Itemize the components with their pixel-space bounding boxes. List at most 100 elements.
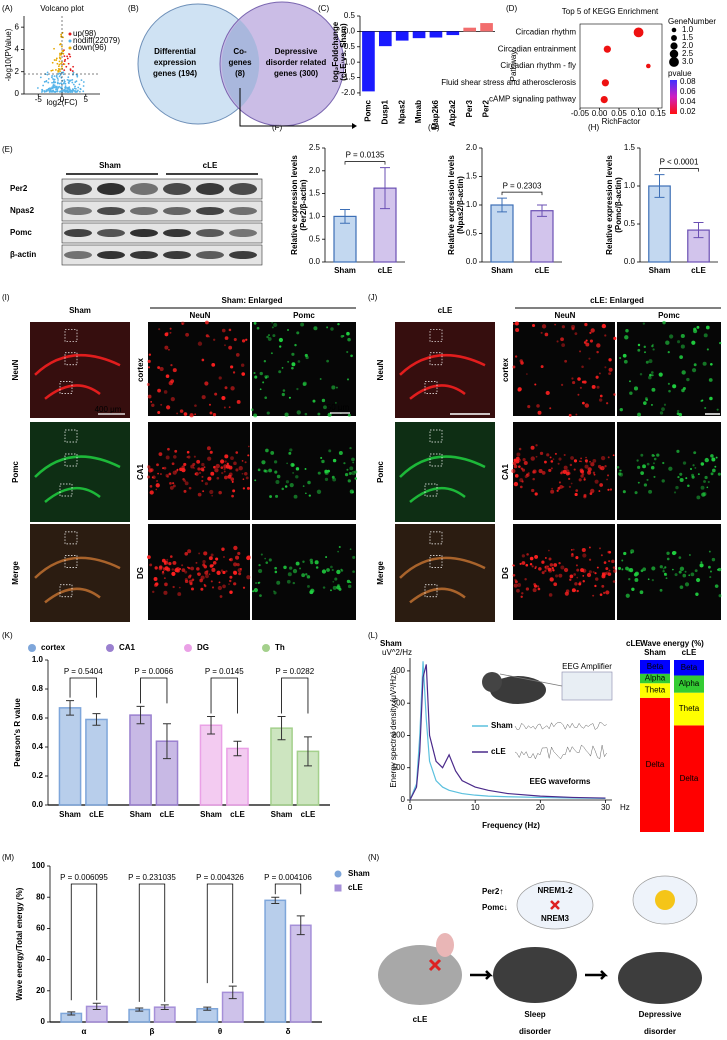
cell <box>535 455 538 458</box>
cell <box>156 480 159 483</box>
cell <box>264 375 267 378</box>
cell <box>662 567 665 570</box>
panel-label: (M) <box>2 853 14 862</box>
annotation: EEG Amplifier <box>562 662 612 671</box>
point <box>58 56 61 59</box>
cell <box>211 586 215 589</box>
cell <box>201 358 205 362</box>
x-tick-label: cLE <box>230 810 245 819</box>
cell <box>167 447 170 451</box>
cell <box>667 382 670 385</box>
cell <box>229 590 233 595</box>
cell <box>689 554 691 556</box>
cell <box>535 444 538 447</box>
cell <box>295 561 300 566</box>
y-tick-label: 0.0 <box>309 257 321 266</box>
cell <box>255 582 257 584</box>
cell <box>214 468 219 473</box>
cell <box>232 371 236 374</box>
cell <box>212 561 217 565</box>
cell <box>281 487 284 491</box>
roi-box <box>429 531 443 545</box>
cell <box>550 489 555 494</box>
cell <box>612 580 616 583</box>
cell <box>247 445 250 448</box>
y-tick-label: 0.0 <box>32 800 44 809</box>
cell <box>576 576 579 579</box>
cell <box>643 401 647 405</box>
cell <box>529 556 534 561</box>
cell <box>338 451 343 456</box>
annotation: EEG waveforms <box>530 777 591 786</box>
annotation: P = 0.5404 <box>64 667 103 676</box>
cell <box>643 483 648 487</box>
cell <box>560 383 564 387</box>
cell <box>184 579 189 584</box>
cell <box>351 457 355 462</box>
band <box>130 251 158 259</box>
band <box>64 183 92 195</box>
cell <box>651 578 654 582</box>
cell <box>558 573 563 578</box>
cell <box>653 457 657 461</box>
point <box>57 65 60 68</box>
cell <box>716 408 719 411</box>
cell <box>258 563 261 567</box>
error-bar <box>66 700 75 716</box>
cell <box>534 554 539 559</box>
cell <box>708 565 711 569</box>
cells <box>146 320 248 418</box>
cell <box>651 344 654 348</box>
cell <box>637 481 640 484</box>
x-tick-label: 0.00 <box>592 109 608 118</box>
cell <box>192 462 196 466</box>
cell <box>656 453 660 457</box>
cell <box>273 322 278 328</box>
cell <box>594 584 597 588</box>
cell <box>158 452 163 457</box>
y-tick-label: 300 <box>392 698 406 707</box>
venn-label: expression <box>154 58 196 67</box>
cell <box>520 595 523 598</box>
panel-label: (B) <box>128 4 139 13</box>
cell <box>179 467 183 472</box>
point <box>50 76 53 79</box>
cell <box>558 481 561 484</box>
cell <box>274 570 278 574</box>
cell <box>168 348 170 351</box>
cell <box>229 557 233 562</box>
cell <box>183 489 187 493</box>
cell <box>599 547 601 550</box>
cell <box>258 581 261 584</box>
cell <box>536 404 540 408</box>
cell <box>194 413 196 416</box>
colorbar-tick: 0.02 <box>680 107 696 116</box>
point <box>64 82 67 85</box>
cell <box>709 576 712 579</box>
cell <box>278 337 284 343</box>
cell <box>162 467 165 470</box>
cell <box>661 479 665 483</box>
cells <box>252 545 356 597</box>
y-tick-label: 1.0 <box>32 655 44 664</box>
cell <box>233 562 238 567</box>
cell <box>597 464 602 469</box>
cell <box>679 585 684 590</box>
cell <box>194 404 197 407</box>
cell <box>305 492 307 495</box>
cell <box>228 406 231 409</box>
step-label: Sleep <box>524 1010 545 1019</box>
cell <box>691 475 695 479</box>
cell <box>554 452 557 455</box>
cell <box>233 338 237 342</box>
cell <box>312 399 316 403</box>
cell <box>592 594 595 597</box>
cell <box>617 566 622 570</box>
x-tick-label: Per2 <box>482 99 491 117</box>
point <box>69 89 71 91</box>
cell <box>599 483 603 487</box>
cell <box>230 365 234 369</box>
cell <box>512 461 517 466</box>
cell <box>224 454 229 459</box>
